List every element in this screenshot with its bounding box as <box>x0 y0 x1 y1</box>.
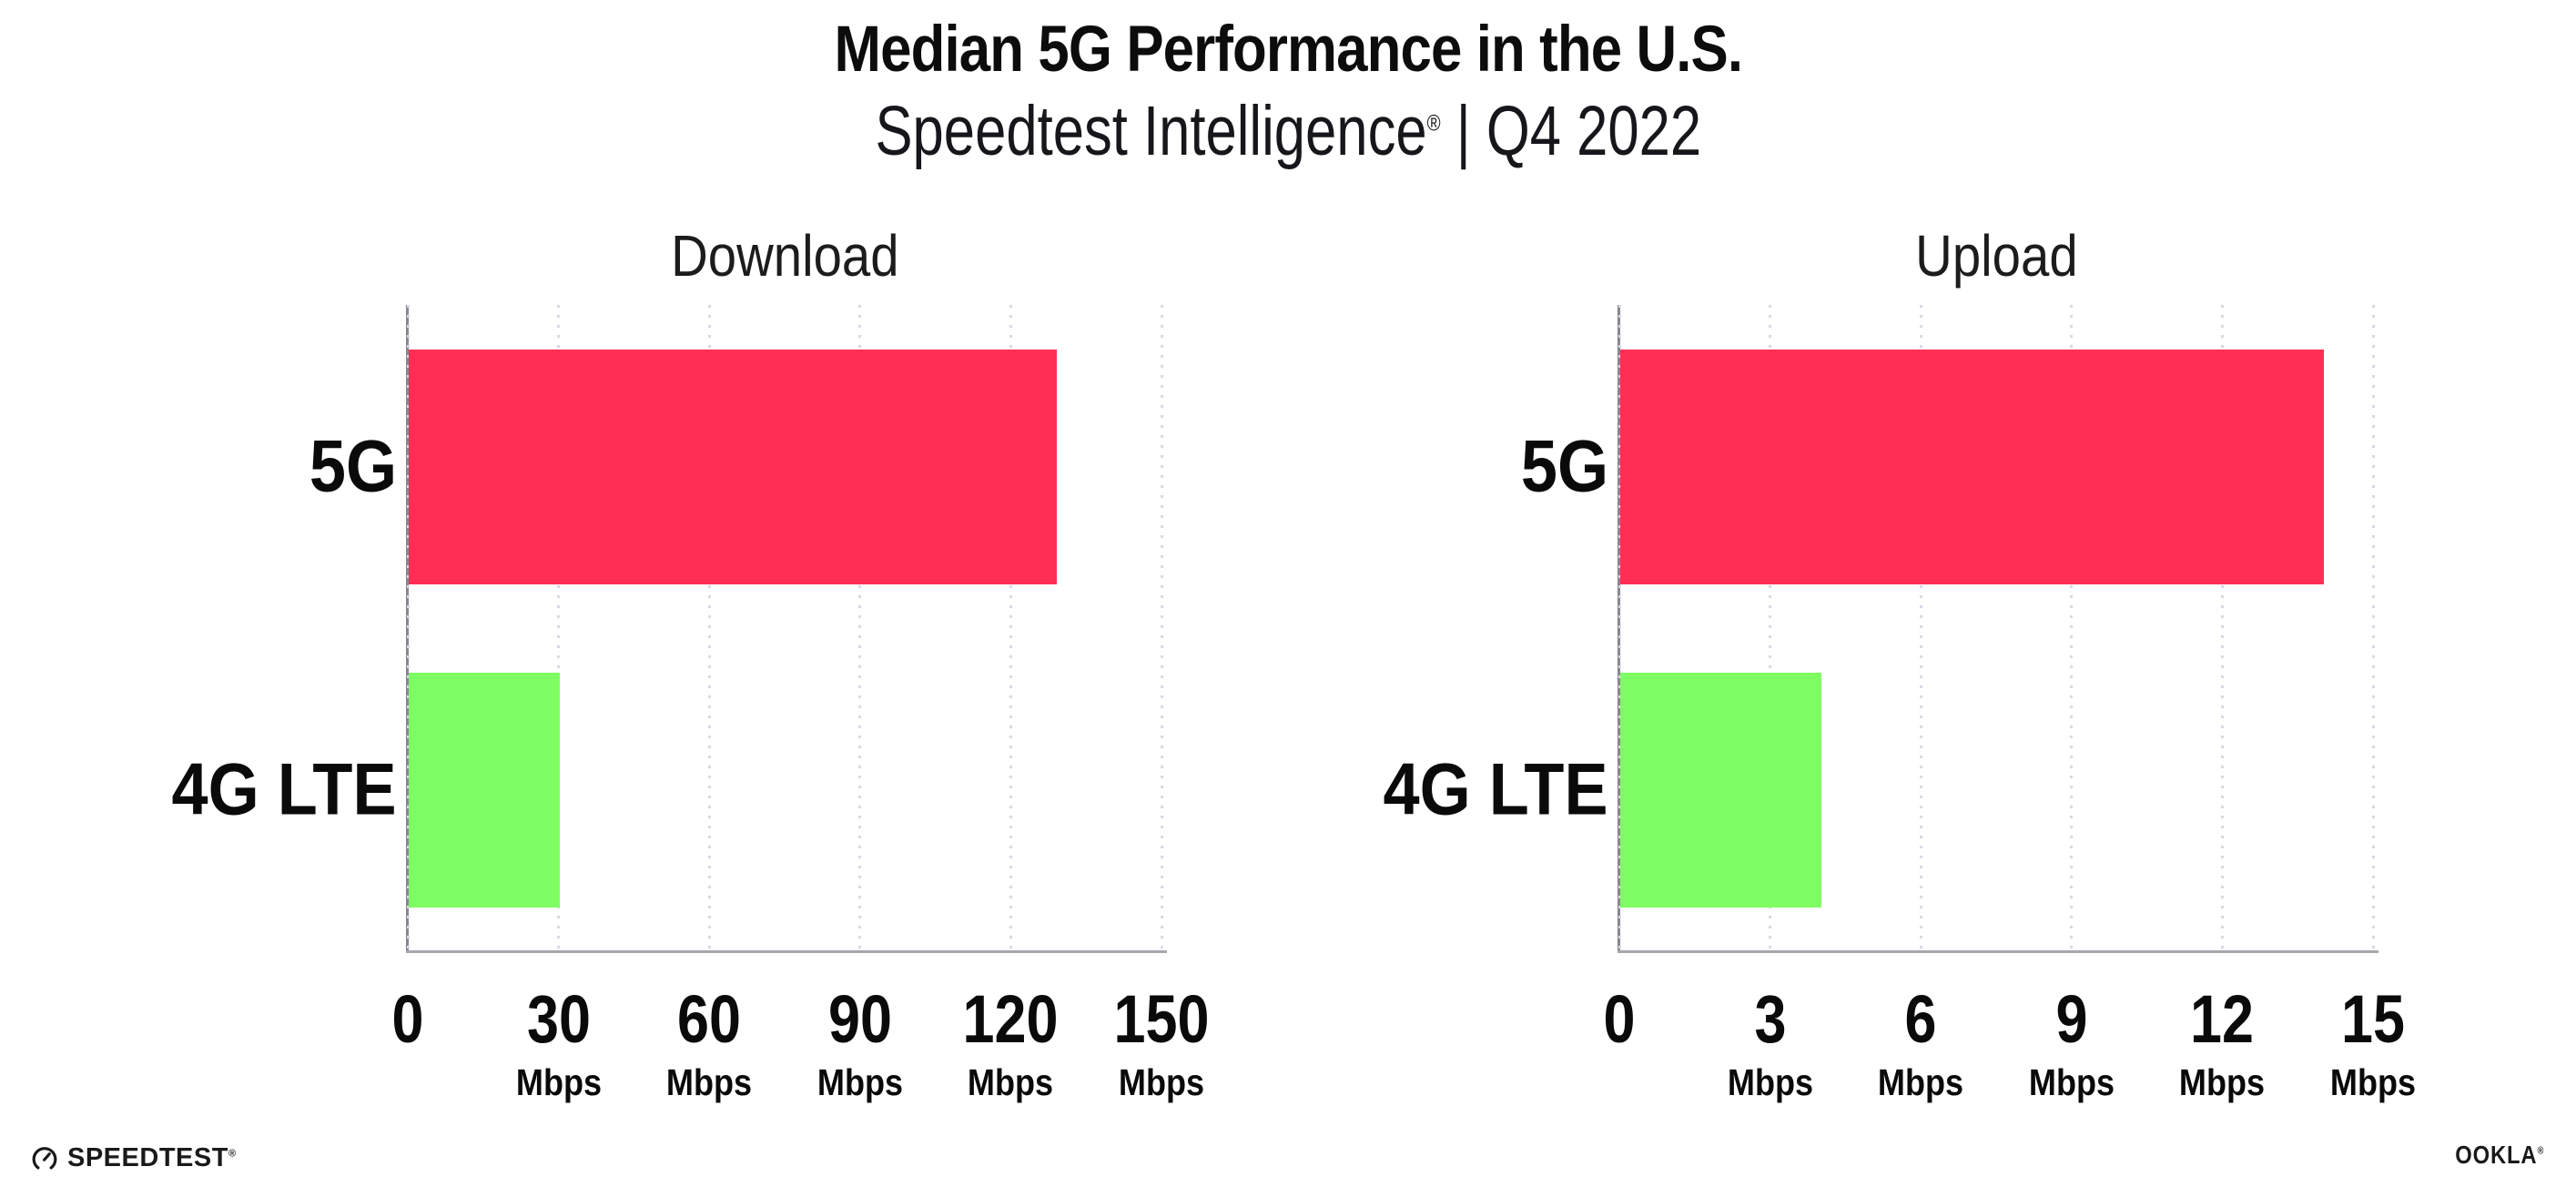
speedtest-wordmark: SPEEDTEST® <box>67 1143 237 1172</box>
upload-chart: Upload 5G 4G LTE 0 3 Mbps 6 Mbps 9 Mbps 12 Mbps 15… <box>1303 218 2417 1101</box>
x-tick-3: 3 Mbps <box>1721 986 1819 1101</box>
x-tick-60: 60 Mbps <box>661 986 758 1101</box>
x-tick-6: 6 Mbps <box>1872 986 1970 1101</box>
subtitle-brand: Speedtest Intelligence <box>875 91 1427 170</box>
gridline <box>1769 305 1772 951</box>
gridline <box>1009 305 1012 951</box>
tick-unit: Mbps <box>1727 1061 1813 1103</box>
x-axis <box>1618 950 2378 953</box>
registered-mark: ® <box>228 1148 237 1160</box>
bar-4g-lte <box>409 672 560 908</box>
tick-unit: Mbps <box>2179 1061 2266 1103</box>
x-tick-150: 150 Mbps <box>1105 986 1217 1101</box>
ookla-logo: OOKLA® <box>2439 1141 2544 1170</box>
download-x-axis-labels: 0 30 Mbps 60 Mbps 90 Mbps 120 Mbps 150 Mbps <box>392 986 1210 1101</box>
upload-plot-area <box>1618 305 2378 953</box>
gridline <box>1919 305 1922 951</box>
tick-number: 9 <box>2055 981 2088 1057</box>
upload-category-labels: 5G 4G LTE <box>1303 305 1608 951</box>
tick-unit: Mbps <box>2028 1061 2115 1103</box>
tick-number: 3 <box>1754 981 1787 1057</box>
gridline <box>2070 305 2074 951</box>
speedtest-gauge-icon <box>32 1146 57 1170</box>
speedtest-logo: SPEEDTEST® <box>31 1143 237 1173</box>
tick-number: 12 <box>2190 981 2255 1057</box>
subtitle-period: Q4 2022 <box>1486 91 1701 170</box>
tick-unit: Mbps <box>515 1061 602 1103</box>
tick-number: 0 <box>1603 981 1636 1057</box>
x-tick-0: 0 <box>1600 986 1638 1053</box>
gridline <box>2220 305 2224 951</box>
tick-number: 120 <box>962 981 1059 1057</box>
gridline <box>1618 305 1621 951</box>
tick-unit: Mbps <box>816 1061 903 1103</box>
x-tick-120: 120 Mbps <box>955 986 1067 1101</box>
gridline <box>2371 305 2375 951</box>
tick-number: 150 <box>1113 981 1210 1057</box>
x-axis <box>406 950 1167 953</box>
tick-unit: Mbps <box>2329 1061 2417 1103</box>
download-category-labels: 5G 4G LTE <box>91 305 397 951</box>
category-label-5g: 5G <box>1520 425 1608 507</box>
tick-unit: Mbps <box>1118 1061 1205 1103</box>
x-tick-0: 0 <box>389 986 426 1053</box>
x-tick-30: 30 Mbps <box>510 986 607 1101</box>
gridline <box>1160 305 1163 951</box>
category-label-4g-lte: 4G LTE <box>1383 748 1608 830</box>
tick-number: 0 <box>391 981 424 1057</box>
tick-unit: Mbps <box>968 1061 1054 1103</box>
gridline <box>557 305 561 951</box>
bar-5g <box>409 349 1058 584</box>
tick-unit: Mbps <box>1878 1061 1964 1103</box>
chart-title-download: Download <box>670 223 899 289</box>
page-subtitle: Speedtest Intelligence® | Q4 2022 <box>0 91 2576 172</box>
subtitle-separator: | <box>1440 91 1486 170</box>
tick-unit: Mbps <box>666 1061 753 1103</box>
download-chart: Download 5G 4G LTE 0 30 Mbps 60 Mbps 90 Mbps 120… <box>91 218 1210 1101</box>
tick-number: 30 <box>526 981 591 1057</box>
bar-4g-lte <box>1620 672 1821 908</box>
x-tick-9: 9 Mbps <box>2023 986 2120 1101</box>
x-tick-90: 90 Mbps <box>811 986 908 1101</box>
gridline <box>707 305 711 951</box>
gridline <box>858 305 862 951</box>
chart-header: Median 5G Performance in the U.S. Speedt… <box>0 13 2576 171</box>
tick-number: 15 <box>2341 981 2405 1057</box>
tick-number: 60 <box>677 981 742 1057</box>
bar-5g <box>1620 349 2324 584</box>
category-label-4g-lte: 4G LTE <box>171 748 397 830</box>
registered-mark: ® <box>1426 109 1441 136</box>
registered-mark: ® <box>2537 1145 2544 1157</box>
x-tick-12: 12 Mbps <box>2174 986 2271 1101</box>
tick-number: 90 <box>827 981 892 1057</box>
x-tick-15: 15 Mbps <box>2324 986 2421 1101</box>
gridline <box>406 305 410 951</box>
category-label-5g: 5G <box>309 425 397 507</box>
chart-title-upload: Upload <box>1914 223 2078 289</box>
ookla-wordmark: OOKLA® <box>2455 1141 2544 1169</box>
page-title: Median 5G Performance in the U.S. <box>834 14 1742 86</box>
tick-number: 6 <box>1904 981 1937 1057</box>
download-plot-area <box>406 305 1167 953</box>
upload-x-axis-labels: 0 3 Mbps 6 Mbps 9 Mbps 12 Mbps 15 Mbps <box>1604 986 2417 1101</box>
